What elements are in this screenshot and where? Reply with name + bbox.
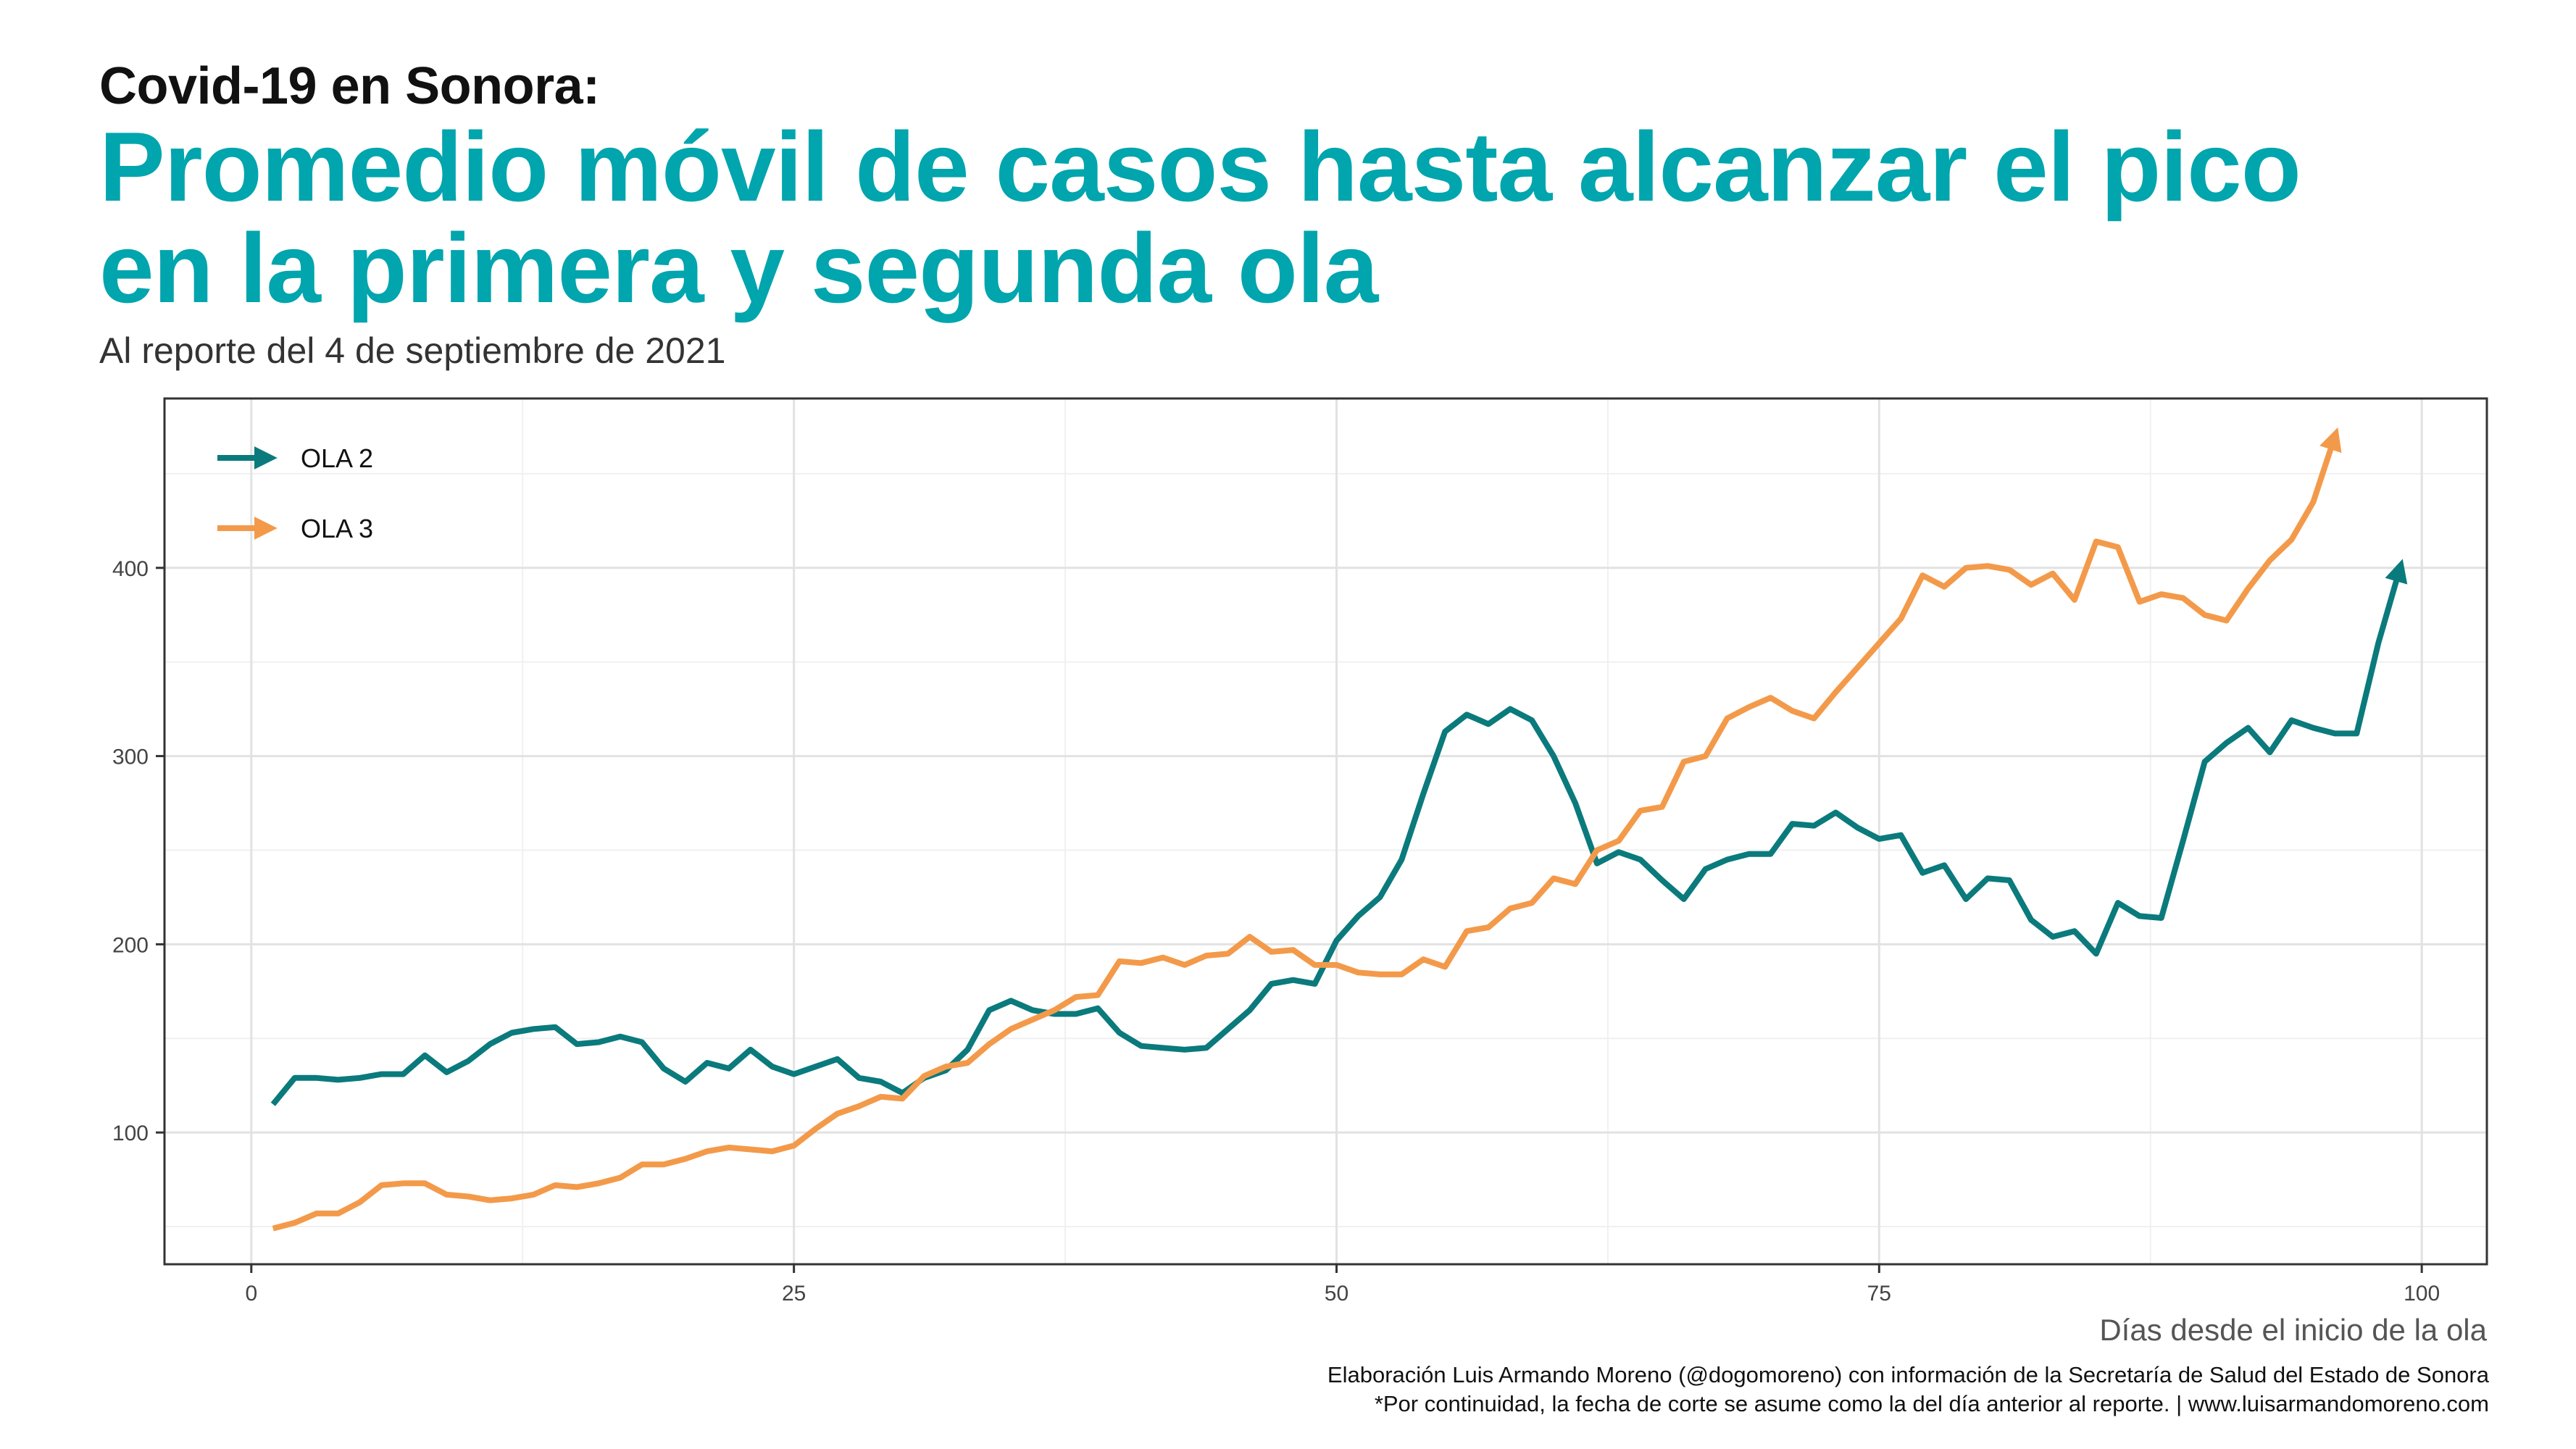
x-tick-label: 50 [1325,1282,1349,1306]
y-tick-label: 400 [112,557,149,581]
grid-lines [164,398,2487,1264]
caption-credits: Elaboración Luis Armando Moreno (@dogomo… [1327,1362,2489,1387]
legend-label: OLA 2 [301,443,373,473]
series-line-ola-3 [272,427,2342,1232]
legend-label: OLA 3 [301,514,373,543]
y-tick-label: 200 [112,933,149,957]
axis-ticks: 0 25 50 75 100 100 200 300 400 [112,557,2440,1306]
y-tick-label: 300 [112,746,149,769]
x-tick-label: 0 [245,1282,257,1306]
x-tick-label: 75 [1867,1282,1891,1306]
x-tick-label: 25 [782,1282,806,1306]
x-axis-title: Días desde el inicio de la ola [2099,1313,2487,1347]
plot-frame [163,397,2488,1266]
chart-subtitle: Al reporte del 4 de septiembre de 2021 [99,330,726,371]
x-tick-label: 100 [2404,1282,2440,1306]
chart-title: Promedio móvil de casos hasta alcanzar e… [99,116,2301,319]
chart-title-line-2: en la primera y segunda ola [99,213,1378,323]
legend: OLA 2 OLA 3 [217,443,373,543]
chart-title-line-1: Promedio móvil de casos hasta alcanzar e… [99,112,2301,222]
series-lines [270,427,2408,1232]
y-tick-label: 100 [112,1122,149,1145]
caption-note: *Por continuidad, la fecha de corte se a… [1374,1391,2489,1416]
series-line-ola-2 [270,559,2408,1106]
chart-kicker: Covid-19 en Sonora: [99,57,600,115]
